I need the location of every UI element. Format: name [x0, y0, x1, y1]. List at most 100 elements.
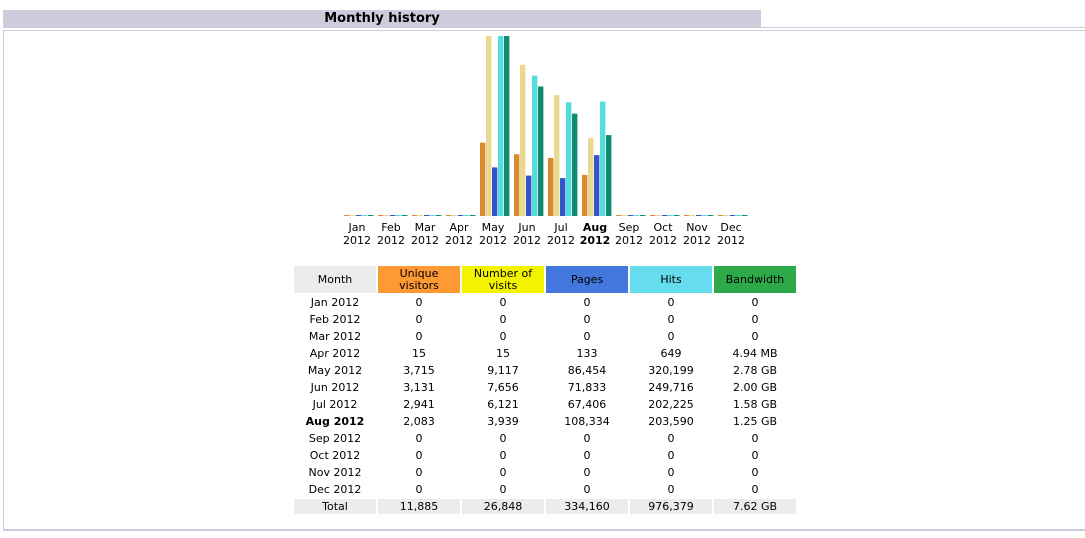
month-label-year: 2012	[343, 234, 371, 247]
bar-visits-feb	[384, 215, 390, 216]
cell-hits: 0	[667, 330, 675, 343]
cell-visits: 0	[499, 449, 507, 462]
table-row: Aug 2012 2,083 3,939 108,334 203,590 1.25 GB	[294, 414, 796, 429]
cell-month: Oct 2012	[309, 449, 361, 462]
month-label-year: 2012	[579, 234, 611, 247]
header-unique-line2: visitors	[399, 278, 439, 292]
month-label-name: Mar	[414, 221, 436, 234]
bar-pages-jul	[560, 178, 566, 216]
bar-bandwidth-sep	[640, 215, 646, 216]
cell-bandwidth: 2.78 GB	[732, 364, 778, 377]
bar-unique-feb	[378, 215, 384, 216]
table-row: Jul 2012 2,941 6,121 67,406 202,225 1.58 GB	[294, 397, 796, 412]
bar-hits-oct	[668, 215, 674, 216]
cell-pages: 0	[583, 313, 591, 326]
cell-visits: 0	[499, 483, 507, 496]
month-label-mar: Mar 2012	[408, 221, 442, 247]
bars-layer	[344, 36, 748, 216]
month-label-year: 2012	[377, 234, 405, 247]
cell-bandwidth: 1.25 GB	[732, 415, 778, 428]
cell-bandwidth: 0	[751, 296, 759, 309]
cell-bandwidth: 0	[751, 330, 759, 343]
header-visits-line2: visits	[488, 278, 518, 292]
month-label-name: Feb	[381, 221, 401, 234]
month-label-dec: Dec 2012	[714, 221, 748, 247]
cell-month: Mar 2012	[308, 330, 362, 343]
month-label-may: May 2012	[476, 221, 510, 247]
month-label-year: 2012	[513, 234, 541, 247]
cell-visits: 3,939	[487, 415, 519, 428]
cell-pages: 0	[583, 466, 591, 479]
cell-bandwidth: 7.62 GB	[714, 499, 796, 514]
cell-month: Feb 2012	[309, 313, 361, 326]
bar-bandwidth-feb	[402, 215, 408, 216]
bar-visits-aug	[588, 138, 594, 216]
cell-unique: 3,131	[403, 381, 435, 394]
bar-visits-mar	[418, 215, 424, 216]
bar-visits-sep	[622, 215, 628, 216]
month-label-name: May	[481, 221, 505, 234]
header-rule	[761, 27, 1085, 28]
bar-unique-dec	[718, 215, 724, 216]
cell-unique: 0	[415, 466, 423, 479]
header-hits: Hits	[630, 266, 712, 293]
cell-month: Jul 2012	[312, 398, 358, 411]
cell-month: Aug 2012	[305, 415, 365, 428]
bar-pages-sep	[628, 215, 634, 216]
cell-unique: 0	[415, 313, 423, 326]
cell-visits: 0	[499, 296, 507, 309]
month-label-apr: Apr 2012	[442, 221, 476, 247]
header-bandwidth: Bandwidth	[714, 266, 796, 293]
cell-bandwidth: 0	[751, 313, 759, 326]
bar-bandwidth-apr	[470, 215, 476, 216]
bar-visits-may	[486, 36, 492, 216]
monthly-stats-table: Month Unique visitors Number of visits P…	[292, 264, 798, 516]
bar-bandwidth-dec	[742, 215, 748, 216]
cell-pages: 334,160	[546, 499, 628, 514]
bar-unique-apr	[446, 215, 452, 216]
cell-visits: 7,656	[487, 381, 519, 394]
cell-month: Total	[294, 499, 376, 514]
cell-month: Sep 2012	[308, 432, 362, 445]
header-unique-visitors: Unique visitors	[378, 266, 460, 293]
table-row: Sep 2012 0 0 0 0 0	[294, 431, 796, 446]
cell-month: Jun 2012	[310, 381, 360, 394]
bar-hits-dec	[736, 215, 742, 216]
bar-bandwidth-oct	[674, 215, 680, 216]
bar-bandwidth-jun	[538, 86, 544, 216]
bar-pages-jun	[526, 175, 532, 216]
cell-visits: 26,848	[462, 499, 544, 514]
month-label-jul: Jul 2012	[544, 221, 578, 247]
bar-unique-jan	[344, 215, 350, 216]
bar-unique-jul	[548, 157, 554, 216]
month-label-name: Oct	[653, 221, 673, 234]
cell-bandwidth: 0	[751, 466, 759, 479]
table-row: Feb 2012 0 0 0 0 0	[294, 312, 796, 327]
bar-hits-nov	[702, 215, 708, 216]
cell-visits: 15	[496, 347, 510, 360]
cell-hits: 203,590	[648, 415, 694, 428]
bar-hits-jul	[566, 102, 572, 216]
bar-pages-nov	[696, 215, 702, 216]
bar-hits-jan	[362, 215, 368, 216]
month-label-year: 2012	[615, 234, 643, 247]
cell-hits: 0	[667, 432, 675, 445]
cell-unique: 0	[415, 432, 423, 445]
table-total-row: Total 11,885 26,848 334,160 976,379 7.62 GB	[294, 499, 796, 514]
cell-hits: 0	[667, 449, 675, 462]
cell-hits: 0	[667, 313, 675, 326]
bar-hits-aug	[600, 101, 606, 216]
month-label-aug: Aug 2012	[578, 221, 612, 247]
cell-bandwidth: 0	[751, 449, 759, 462]
month-label-year: 2012	[411, 234, 439, 247]
cell-hits: 0	[667, 296, 675, 309]
cell-pages: 67,406	[567, 398, 607, 411]
cell-pages: 0	[583, 330, 591, 343]
cell-pages: 86,454	[567, 364, 607, 377]
bar-visits-nov	[690, 215, 696, 216]
bar-pages-dec	[730, 215, 736, 216]
table-row: May 2012 3,715 9,117 86,454 320,199 2.78 GB	[294, 363, 796, 378]
bar-bandwidth-jul	[572, 113, 578, 216]
cell-pages: 0	[583, 432, 591, 445]
cell-month: May 2012	[307, 364, 363, 377]
